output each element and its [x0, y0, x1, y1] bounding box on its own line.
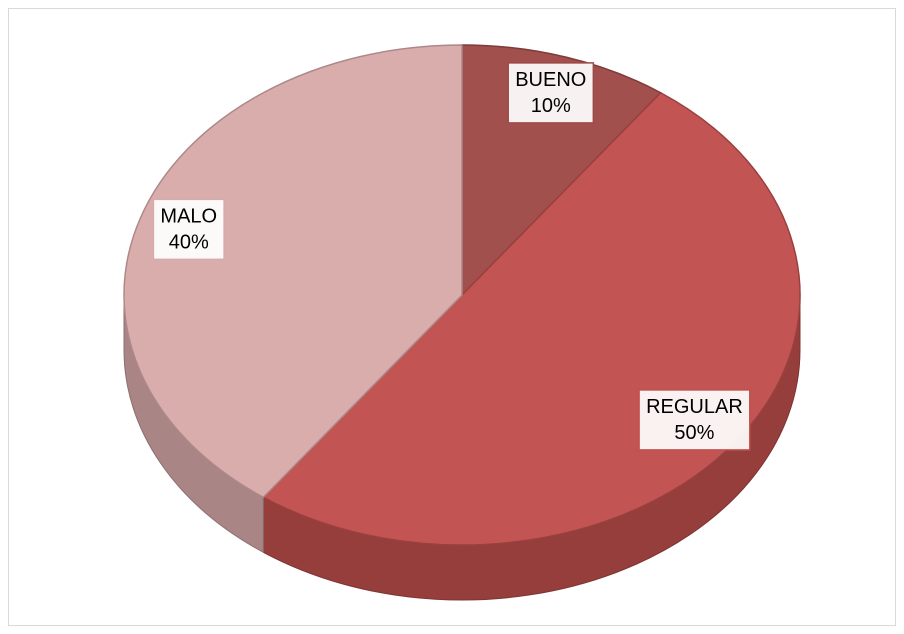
pie-slice — [123, 44, 463, 499]
data-label-value: 40% — [169, 232, 209, 254]
data-label-box — [152, 198, 225, 261]
data-label: MALO 40% — [152, 198, 225, 261]
data-label-category: REGULAR — [646, 396, 743, 418]
data-label: REGULAR 50% — [638, 389, 751, 451]
data-label-value: 10% — [531, 95, 571, 117]
data-label-category: MALO — [160, 206, 217, 228]
data-label-category: BUENO — [515, 69, 586, 91]
data-label-value: 50% — [674, 422, 714, 444]
data-label-box — [507, 62, 595, 124]
data-label-box — [638, 389, 751, 451]
data-label: BUENO 10% — [507, 62, 595, 124]
